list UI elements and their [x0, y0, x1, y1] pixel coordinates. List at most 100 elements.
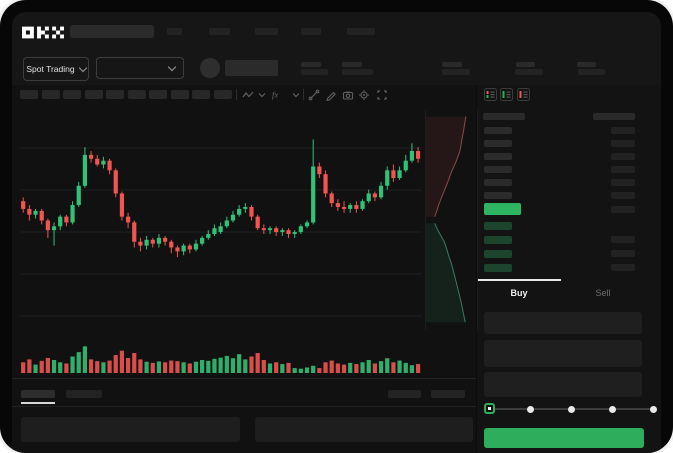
timeframe-button-placeholder[interactable] — [149, 90, 167, 99]
amount-bar — [611, 140, 635, 147]
tab-buy[interactable]: Buy — [510, 288, 528, 298]
trendline-icon[interactable] — [308, 89, 320, 101]
timeframe-button-placeholder[interactable] — [63, 90, 81, 99]
slider-stop[interactable] — [526, 406, 534, 413]
chevron-down-icon[interactable] — [292, 91, 300, 99]
nav-item-placeholder[interactable] — [347, 28, 375, 35]
amount-bar — [611, 192, 635, 199]
price-bar — [484, 235, 512, 244]
slider-stop[interactable] — [649, 406, 657, 413]
market-type-dropdown[interactable]: Spot Trading — [23, 57, 89, 81]
amount-bar — [611, 264, 635, 271]
stat-label-bar — [516, 62, 535, 67]
chevron-down-icon — [78, 63, 87, 72]
active-tab-underline — [21, 402, 55, 404]
buy-tab-indicator — [478, 279, 561, 281]
volume-chart[interactable] — [20, 339, 422, 373]
timeframe-button-placeholder[interactable] — [41, 90, 60, 99]
orderbook-bid-row[interactable] — [477, 247, 661, 260]
amount-field-placeholder[interactable] — [484, 340, 642, 367]
timeframe-button-placeholder[interactable] — [127, 90, 146, 99]
bottom-tab-placeholder[interactable] — [21, 390, 55, 398]
depth-chart — [426, 116, 467, 323]
coin-icon — [200, 58, 220, 78]
bottom-action-placeholder[interactable] — [388, 390, 421, 398]
candlestick-chart[interactable] — [20, 108, 422, 335]
stat-value-bar — [342, 69, 373, 75]
slider-stop[interactable] — [608, 406, 616, 413]
chevron-down-icon — [167, 62, 177, 71]
fullscreen-icon[interactable] — [376, 89, 388, 101]
orderbook-bid-row[interactable] — [477, 233, 661, 246]
stat-value-bar — [515, 69, 543, 75]
stat-value-bar — [301, 69, 328, 75]
okx-logo[interactable] — [22, 26, 64, 39]
bottom-panel-placeholder — [21, 417, 240, 442]
nav-item-placeholder[interactable] — [167, 28, 182, 35]
nav-item-placeholder[interactable] — [209, 28, 230, 35]
amount-bar — [611, 166, 635, 173]
orderbook-ask-row[interactable] — [477, 163, 661, 176]
orderbook-bid-row[interactable] — [477, 261, 661, 274]
orderbook-view-bids-button[interactable] — [500, 88, 513, 101]
timeframe-button-placeholder[interactable] — [20, 90, 38, 99]
depth-chart-panel[interactable] — [425, 110, 478, 330]
orderbook-bid-row[interactable] — [477, 219, 661, 232]
section-divider — [12, 406, 476, 407]
pair-price-placeholder — [225, 60, 278, 76]
settings-icon[interactable] — [358, 89, 370, 101]
orderbook-ask-row[interactable] — [477, 176, 661, 189]
timeframe-button-placeholder[interactable] — [106, 90, 124, 99]
buy-button[interactable] — [484, 428, 644, 448]
chevron-down-icon[interactable] — [258, 91, 266, 99]
amount-bar — [611, 179, 635, 186]
orderbook-ask-row[interactable] — [477, 137, 661, 150]
nav-item-placeholder[interactable] — [301, 28, 321, 35]
orderbook-ask-row[interactable] — [477, 189, 661, 202]
bottom-panel-placeholder — [255, 417, 473, 442]
amount-bar — [611, 250, 635, 257]
timeframe-button-placeholder[interactable] — [84, 90, 103, 99]
price-bar — [484, 127, 512, 134]
tab-sell[interactable]: Sell — [595, 288, 611, 298]
stat-label-bar — [301, 62, 321, 67]
price-bar — [484, 140, 512, 147]
pair-dropdown[interactable] — [96, 57, 184, 79]
slider-stop[interactable] — [567, 406, 575, 413]
price-field-placeholder[interactable] — [484, 312, 642, 334]
stat-value-bar — [442, 69, 470, 75]
nav-item-placeholder[interactable] — [255, 28, 278, 35]
stat-label-bar — [577, 62, 596, 67]
chart-type-icon[interactable] — [242, 89, 254, 101]
brush-icon[interactable] — [325, 89, 337, 101]
indicators-icon[interactable]: fx — [271, 88, 286, 100]
timeframe-button-placeholder[interactable] — [170, 90, 189, 99]
orderbook-last-price-row[interactable] — [477, 202, 661, 216]
orderbook-view-asks-button[interactable] — [517, 88, 530, 101]
orderbook-header-price — [483, 113, 525, 120]
price-bar — [484, 166, 512, 173]
svg-text:fx: fx — [272, 90, 278, 100]
orderbook-ask-row[interactable] — [477, 124, 661, 137]
search-input[interactable] — [70, 25, 154, 38]
price-bar — [484, 192, 512, 199]
slider-handle[interactable] — [483, 403, 495, 414]
orderbook-view-combined-button[interactable] — [484, 88, 497, 101]
amount-bar — [611, 205, 635, 213]
bottom-tab-placeholder[interactable] — [66, 390, 102, 398]
last-price-badge — [484, 203, 521, 215]
camera-icon[interactable] — [342, 89, 354, 101]
bottom-action-placeholder[interactable] — [431, 390, 465, 398]
orderbook-ask-row[interactable] — [477, 150, 661, 163]
price-bar — [484, 221, 512, 230]
market-type-label: Spot Trading — [26, 64, 75, 74]
toolbar-divider — [236, 89, 237, 100]
timeframe-button-placeholder[interactable] — [213, 90, 232, 99]
amount-bar — [611, 127, 635, 134]
price-bar — [484, 153, 512, 160]
timeframe-buttons — [20, 90, 232, 99]
total-field-placeholder[interactable] — [484, 372, 642, 397]
section-divider — [12, 378, 476, 379]
timeframe-button-placeholder[interactable] — [192, 90, 210, 99]
